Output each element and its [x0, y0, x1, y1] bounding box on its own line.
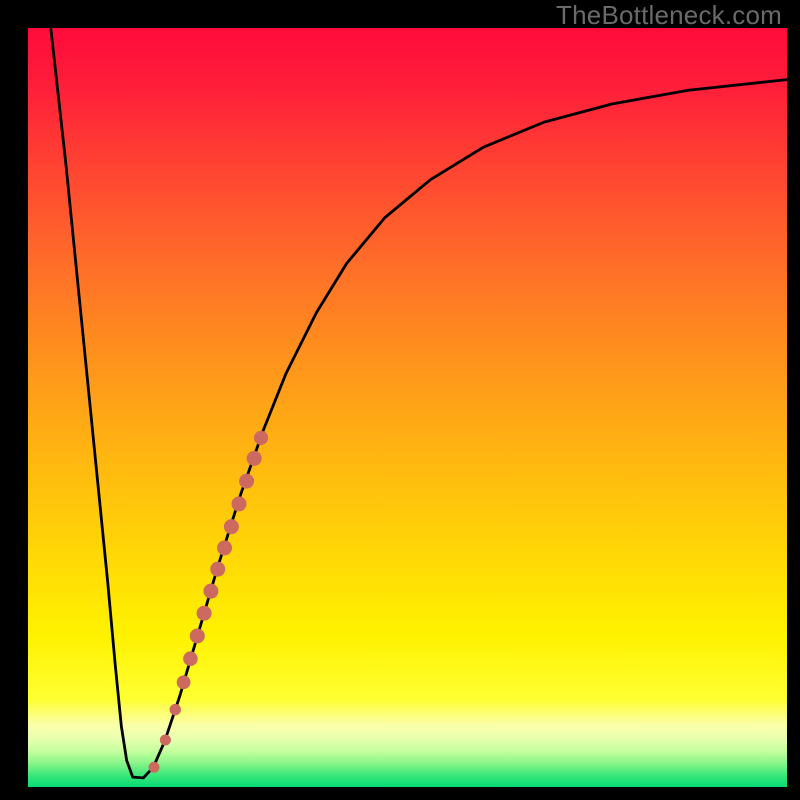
marker-point	[190, 629, 204, 643]
marker-point	[184, 652, 198, 666]
marker-point	[224, 520, 238, 534]
marker-point	[160, 735, 170, 745]
marker-point	[177, 676, 190, 689]
marker-point	[170, 704, 180, 714]
chart-plot-area	[28, 28, 787, 787]
marker-point	[254, 431, 267, 444]
watermark-text: TheBottleneck.com	[556, 0, 782, 31]
marker-point	[197, 606, 211, 620]
marker-point	[204, 584, 218, 598]
marker-point	[240, 474, 254, 488]
chart-overlay	[28, 28, 787, 787]
bottleneck-curve	[51, 28, 787, 778]
marker-point	[211, 562, 225, 576]
marker-point	[247, 451, 261, 465]
marker-point	[232, 497, 246, 511]
marker-point	[218, 541, 232, 555]
marker-point	[149, 762, 159, 772]
